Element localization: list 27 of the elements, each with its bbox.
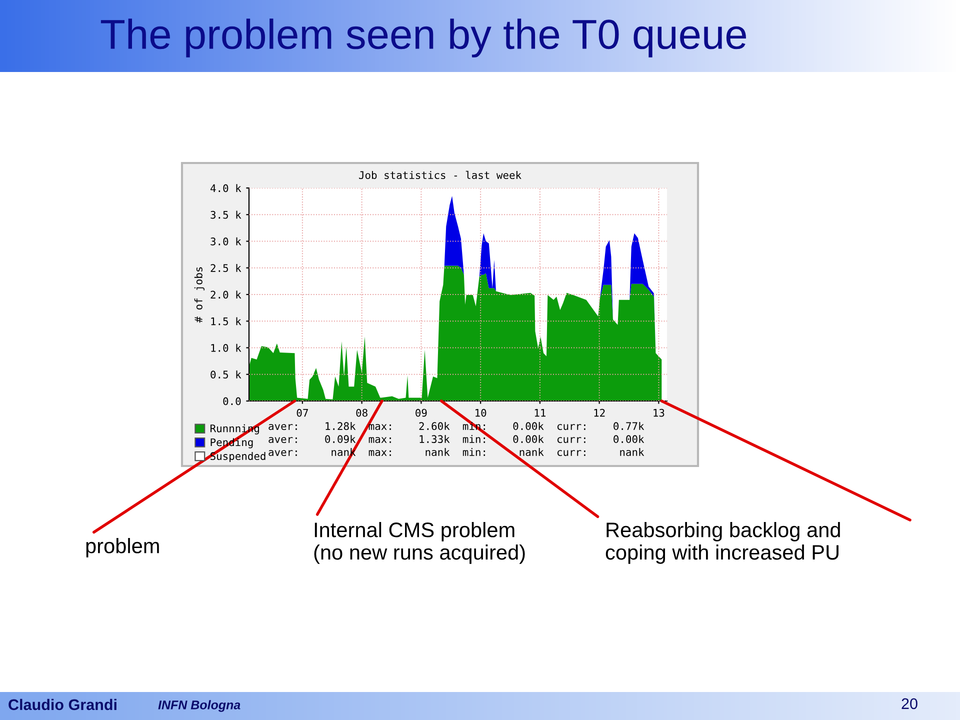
text: INFN Bologna — [158, 700, 240, 712]
annotation: Reabsorbing backlog and coping with increased PU — [606, 522, 840, 564]
text: Claudio Grandi — [8, 698, 116, 710]
y-axis-title: # of jobs — [194, 267, 204, 323]
y-tick-label: 1.5 k — [211, 317, 242, 326]
y-tick-label: 3.0 k — [210, 237, 242, 246]
x-tick-label: 09 — [416, 408, 427, 417]
x-tick-label: 13 — [654, 408, 664, 417]
y-tick-label: 1.0 k — [211, 344, 242, 352]
annotation: Internal CMS problem (no new runs acquired) — [314, 522, 525, 564]
text: 20 — [902, 698, 918, 710]
x-tick-label: 10 — [476, 408, 486, 417]
x-tick-label: 08 — [356, 408, 368, 417]
x-tick-label: 07 — [296, 408, 308, 417]
annotation: problem — [86, 538, 159, 558]
x-tick-label: 12 — [594, 408, 605, 417]
y-tick-label: 2.0 k — [210, 290, 242, 299]
y-tick-label: 4.0 k — [210, 184, 242, 192]
chart-subtitle: Job statistics - last week — [359, 170, 522, 180]
y-tick-label: 3.5 k — [210, 210, 242, 219]
text: aver: 0.09k max: 1.33k min: 0.00k curr: 0.00k — [268, 434, 644, 444]
chart-title: The problem seen by the T0 queue — [100, 18, 746, 58]
legend-label: Suspended — [210, 452, 266, 462]
y-tick-label: 0.0 — [223, 397, 241, 406]
y-tick-label: 0.5 k — [210, 370, 242, 379]
x-tick-label: 11 — [534, 409, 546, 417]
y-tick-label: 2.5 k — [210, 264, 242, 272]
